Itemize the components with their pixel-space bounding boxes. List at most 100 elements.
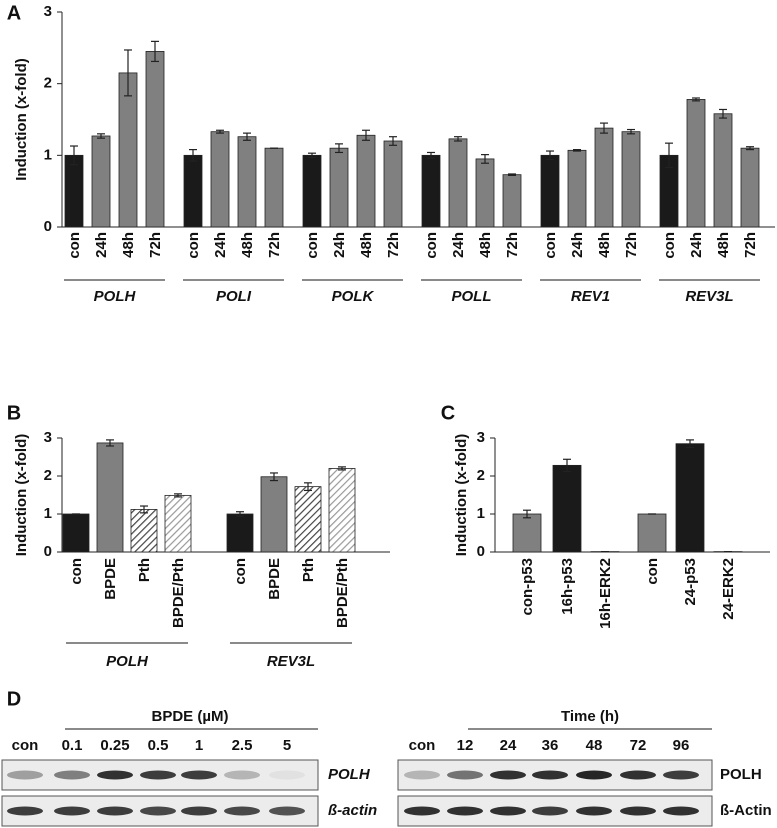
blot-row-label: POLH xyxy=(328,766,371,783)
blot-band xyxy=(620,770,656,780)
bar xyxy=(421,154,441,228)
error-bar xyxy=(523,509,531,519)
bar xyxy=(62,513,90,553)
blot-band xyxy=(404,806,440,816)
bar xyxy=(294,486,322,553)
blot-band xyxy=(224,770,260,780)
error-bar xyxy=(627,128,635,135)
blot-band xyxy=(97,770,133,780)
bar xyxy=(686,99,706,228)
error-bar xyxy=(216,129,224,134)
x-tick-label: 24h xyxy=(212,232,229,258)
x-tick-label: 24h xyxy=(450,232,467,258)
blot-band xyxy=(181,806,217,816)
y-tick-label: 0 xyxy=(477,543,485,560)
x-tick-label: BPDE/Pth xyxy=(334,558,351,628)
bar xyxy=(145,51,165,228)
bar xyxy=(552,464,582,553)
error-bar xyxy=(600,122,608,134)
blot-band xyxy=(620,806,656,816)
lane-label: 36 xyxy=(542,737,559,754)
y-tick-label: 2 xyxy=(44,75,52,92)
bar xyxy=(637,513,667,553)
x-tick-label: 24h xyxy=(569,232,586,258)
blot-band xyxy=(490,770,526,780)
error-bar xyxy=(338,466,346,471)
blot-row-label: POLH xyxy=(720,766,762,783)
x-tick-label: 16h-p53 xyxy=(559,558,576,615)
blot-row-label: ß-actin xyxy=(328,802,377,819)
error-bar xyxy=(508,173,516,176)
x-tick-label: 72h xyxy=(266,232,283,258)
group-label: POLK xyxy=(332,288,375,305)
blot-band xyxy=(7,770,43,780)
bar xyxy=(621,131,641,228)
blot-title: Time (h) xyxy=(561,708,619,725)
lane-label: 2.5 xyxy=(232,737,253,754)
x-tick-label: BPDE/Pth xyxy=(170,558,187,628)
x-tick-label: 48h xyxy=(120,232,137,258)
blot-band xyxy=(269,806,305,816)
x-tick-label: con xyxy=(185,232,202,259)
bar xyxy=(260,476,288,553)
error-bar xyxy=(236,511,244,517)
group-label: REV1 xyxy=(571,288,610,305)
blot-title: BPDE (µM) xyxy=(152,708,229,725)
error-bar xyxy=(719,108,727,119)
error-bar xyxy=(97,133,105,139)
panel-letter: B xyxy=(7,402,21,424)
bar xyxy=(594,127,614,228)
x-tick-label: 48h xyxy=(239,232,256,258)
bar xyxy=(740,147,760,228)
blot-band xyxy=(532,770,568,780)
lane-label: 24 xyxy=(500,737,517,754)
x-tick-label: 24h xyxy=(93,232,110,258)
bar xyxy=(383,140,403,228)
x-tick-label: con xyxy=(661,232,678,259)
x-tick-label: Pth xyxy=(300,558,317,582)
x-tick-label: 24h xyxy=(688,232,705,258)
x-tick-label: 72h xyxy=(385,232,402,258)
x-tick-label: con xyxy=(423,232,440,259)
blot-band xyxy=(404,770,440,780)
blot-band xyxy=(224,806,260,816)
blot-band xyxy=(7,806,43,816)
blot-band xyxy=(140,770,176,780)
blot-band xyxy=(269,770,305,780)
blot-band xyxy=(663,770,699,780)
y-axis-label: Induction (x-fold) xyxy=(13,58,30,180)
bar xyxy=(328,467,356,553)
blot-band xyxy=(663,806,699,816)
bar xyxy=(96,442,124,553)
blot-band xyxy=(490,806,526,816)
x-tick-label: 48h xyxy=(596,232,613,258)
error-bar xyxy=(665,142,673,169)
error-bar xyxy=(308,152,316,159)
x-tick-label: BPDE xyxy=(102,558,119,600)
lane-label: 48 xyxy=(586,737,603,754)
error-bar xyxy=(563,458,571,473)
lane-label: 12 xyxy=(457,737,474,754)
y-tick-label: 3 xyxy=(477,429,485,446)
y-tick-label: 2 xyxy=(44,467,52,484)
bar xyxy=(64,154,84,228)
bar xyxy=(475,158,495,228)
bar xyxy=(448,138,468,228)
bar xyxy=(183,154,203,228)
error-bar xyxy=(454,136,462,142)
blot-row-label: ß-Actin xyxy=(720,802,772,819)
bar xyxy=(512,513,542,553)
x-tick-label: con xyxy=(66,232,83,259)
y-tick-label: 1 xyxy=(477,505,485,522)
y-axis-label: Induction (x-fold) xyxy=(13,434,30,556)
panel-letter: C xyxy=(441,402,455,424)
blot-band xyxy=(54,770,90,780)
y-tick-label: 1 xyxy=(44,146,52,163)
lane-label: con xyxy=(409,737,436,754)
blot-band xyxy=(447,770,483,780)
error-bar xyxy=(189,149,197,162)
blot-band xyxy=(54,806,90,816)
group-label: POLH xyxy=(106,653,149,670)
error-bar xyxy=(140,505,148,514)
x-tick-label: 48h xyxy=(477,232,494,258)
